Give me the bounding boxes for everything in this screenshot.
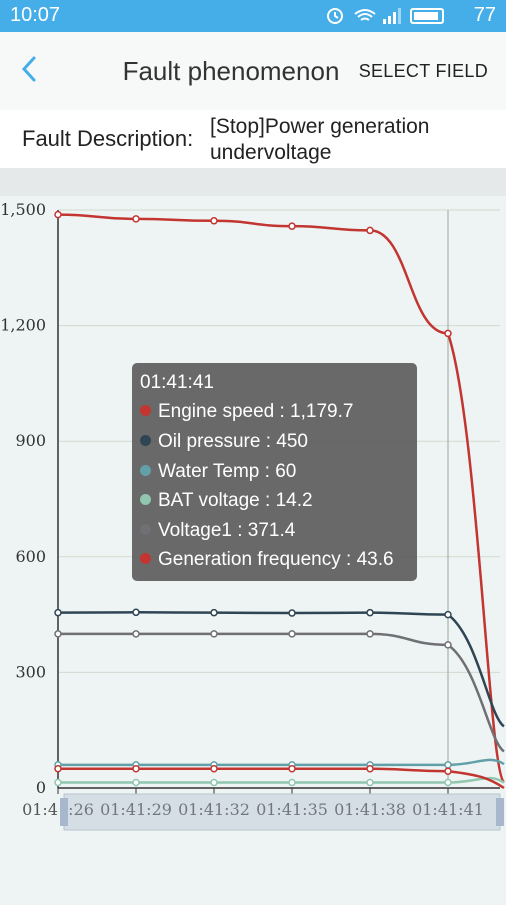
data-point	[210, 764, 218, 773]
data-point	[54, 608, 62, 617]
data-point	[54, 778, 62, 787]
chart-tooltip: 01:41:41 Engine speed : 1,179.7 Oil pres…	[132, 363, 417, 581]
data-point	[288, 222, 296, 230]
line-chart[interactable]: 0 300 600 900 1,200 1,500 01:41:26 01:41:29 01:4…	[0, 196, 506, 900]
fault-description: Fault Description: [Stop]Power generatio…	[0, 110, 506, 168]
tooltip-row: Oil pressure : 450	[140, 431, 308, 455]
chevron-left-icon	[21, 56, 36, 82]
y-tick-label: 300	[15, 662, 46, 681]
select-field-button[interactable]: SELECT FIELD	[358, 61, 488, 81]
data-point	[132, 778, 140, 787]
data-point	[444, 778, 452, 787]
data-point	[366, 764, 374, 773]
series-line	[58, 767, 505, 790]
zoom-slider-handle	[60, 798, 68, 826]
alarm-icon	[327, 8, 343, 24]
tooltip-row: Generation frequency : 43.6	[140, 549, 394, 573]
series-line	[57, 758, 505, 767]
tooltip-row: Water Temp : 60	[140, 461, 296, 485]
battery-icon	[410, 8, 444, 24]
y-tick-label: 600	[15, 547, 46, 566]
tooltip-row: Voltage1 : 371.4	[140, 520, 295, 544]
series-dot	[140, 494, 151, 505]
data-point	[210, 630, 218, 638]
data-point	[444, 329, 452, 338]
chart-container[interactable]: 0 300 600 900 1,200 1,500 01:41:26 01:41:29 01:4…	[0, 196, 506, 900]
fault-description-label: Fault Description:	[22, 126, 194, 151]
series-line	[57, 776, 505, 784]
series-dot	[140, 465, 151, 476]
data-point	[54, 210, 62, 219]
status-time: 10:07	[10, 4, 61, 26]
data-point	[132, 215, 140, 223]
series-dot	[140, 435, 151, 446]
data-point	[288, 630, 296, 638]
data-point	[54, 764, 62, 773]
series-line	[57, 611, 505, 728]
series-line	[57, 213, 506, 784]
zoom-slider-handle	[496, 798, 504, 826]
data-point	[288, 764, 296, 773]
series-dot	[140, 405, 151, 416]
page-title-text: Fault phenomenon	[122, 56, 340, 86]
tooltip-row: BAT voltage : 14.2	[140, 490, 313, 514]
wifi-icon	[354, 9, 376, 21]
data-point	[132, 608, 140, 617]
tooltip-row-text: Engine speed : 1,179.7	[158, 401, 354, 422]
battery-level: 77	[473, 4, 496, 26]
y-tick-label: 1,500	[0, 200, 46, 219]
zoom-slider-band	[63, 793, 501, 831]
fault-description-value: [Stop]Power generation undervoltage	[210, 115, 430, 164]
data-point	[210, 608, 218, 617]
data-point	[444, 761, 452, 769]
app-header: Fault phenomenon SELECT FIELD	[0, 32, 506, 110]
page-title: Fault phenomenon	[0, 56, 506, 87]
back-button[interactable]	[14, 52, 44, 86]
data-point	[366, 226, 374, 235]
tooltip-row-text: Generation frequency : 43.6	[158, 549, 394, 570]
data-point	[288, 609, 296, 617]
data-point	[366, 630, 374, 638]
data-point	[54, 630, 62, 638]
series-line	[57, 632, 505, 753]
status-bar: 10:07 77	[0, 0, 506, 32]
y-tick-label: 0	[36, 778, 46, 797]
tooltip-row-text: Oil pressure : 450	[158, 431, 308, 452]
alarm-wifi-signal-icons	[327, 8, 444, 24]
tooltip-row-text: Voltage1 : 371.4	[158, 520, 296, 541]
data-point	[210, 778, 218, 787]
tooltip-row: Engine speed : 1,179.7	[140, 401, 353, 425]
y-tick-label: 1,200	[0, 316, 46, 335]
tooltip-row-text: BAT voltage : 14.2	[158, 490, 313, 511]
signal-icon	[383, 19, 386, 24]
data-point	[444, 641, 452, 649]
series-dot	[140, 524, 151, 535]
x-tick-label: 01:41:35	[256, 800, 328, 819]
status-icons	[325, 6, 450, 31]
data-point	[366, 608, 374, 617]
x-tick-label: 01:41:32	[178, 800, 250, 819]
section-divider	[0, 168, 506, 196]
data-point	[366, 778, 374, 787]
x-tick-label: 01:41:29	[100, 800, 172, 819]
data-point	[210, 217, 218, 225]
data-point	[132, 764, 140, 773]
x-tick-label: 01:41:41	[412, 800, 484, 819]
x-tick-label: 01:41:38	[334, 800, 406, 819]
y-tick-label: 900	[15, 431, 46, 450]
data-point	[444, 767, 452, 775]
data-point	[132, 630, 140, 638]
x-tick-label: 01:41:26	[22, 800, 94, 819]
tooltip-title: 01:41:41	[140, 372, 214, 393]
data-point	[288, 778, 296, 787]
tooltip-row-text: Water Temp : 60	[158, 461, 297, 482]
series-dot	[140, 553, 151, 564]
data-point	[444, 610, 452, 619]
